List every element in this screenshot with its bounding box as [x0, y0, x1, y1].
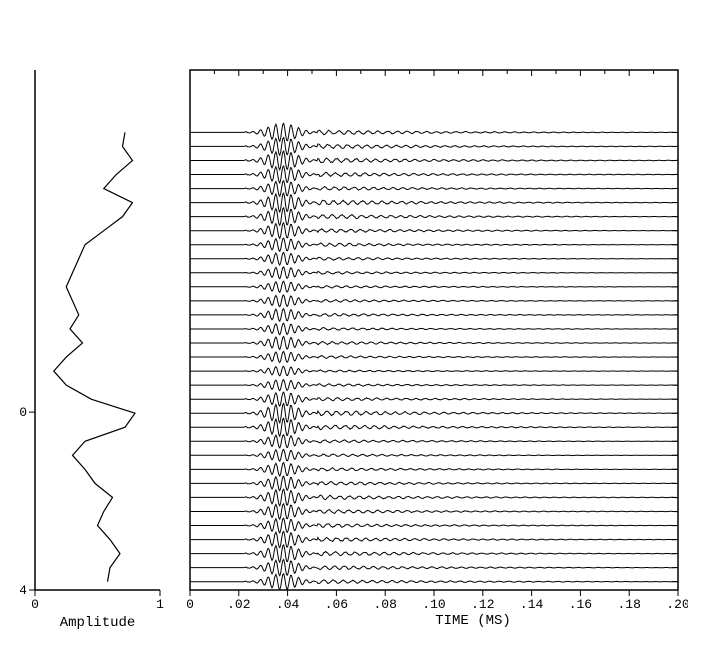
waveform-trace [190, 193, 678, 212]
waveform-trace [190, 504, 678, 520]
waveform-trace [190, 449, 678, 461]
wave-xtick-label: .02 [227, 597, 250, 612]
wave-xtick-label: .14 [520, 597, 544, 612]
wave-xtick-label: .16 [569, 597, 592, 612]
waveform-trace [190, 151, 678, 170]
figure-svg: -0.4 10 0 1 Amplitude 0 .02 .04 .06 .08 .10 .12 .14.… [20, 20, 688, 631]
waveform-trace [190, 337, 678, 350]
amplitude-profile [54, 132, 135, 581]
wave-xtick-label: .06 [325, 597, 348, 612]
waveform-trace [190, 518, 678, 533]
waveform-trace [190, 418, 678, 436]
waveform-trace [190, 238, 678, 251]
wave-xlabel: TIME (MS) [435, 613, 511, 629]
waveform-trace [190, 545, 678, 562]
waveform-trace [190, 123, 678, 141]
waveform-trace [190, 138, 678, 156]
waveform-trace [190, 392, 678, 406]
waveform-trace [190, 380, 678, 391]
waveform-trace [190, 323, 678, 335]
figure-root: -0.4 10 0 1 Amplitude 0 .02 .04 .06 .08 .10 .12 .14.… [20, 20, 688, 631]
amp-xtick-label: 0 [31, 597, 39, 612]
waveform-trace [190, 166, 678, 183]
waveform-trace [190, 574, 678, 590]
amp-xtick-label: 1 [156, 597, 164, 612]
waveform-trace [190, 309, 678, 322]
wave-xtick-label: .08 [373, 597, 396, 612]
waveform-trace [190, 404, 678, 423]
wave-xtick-label: 0 [186, 597, 194, 612]
wave-xtick-label: .20 [666, 597, 688, 612]
waveform-trace [190, 435, 678, 448]
waveform-trace [190, 208, 678, 226]
waveform-trace [190, 463, 678, 476]
waveform-trace [190, 267, 678, 279]
waveform-trace [190, 532, 678, 548]
wave-xtick-label: .18 [617, 597, 640, 612]
waveform-trace [190, 281, 678, 292]
waveform-trace [190, 352, 678, 363]
waveform-trace [190, 560, 678, 576]
waveform-trace [190, 223, 678, 239]
amp-ytick-label: 10 [20, 405, 27, 420]
waveform-trace [190, 295, 678, 307]
amp-xlabel: Amplitude [60, 615, 136, 631]
waveform-trace [190, 253, 678, 266]
waveform-trace [190, 476, 678, 490]
wave-xtick-label: .12 [471, 597, 494, 612]
wave-xtick-label: .04 [276, 597, 300, 612]
waveform-trace [190, 489, 678, 506]
amp-ytick-label: -0.4 [20, 583, 27, 598]
wave-xtick-label: .10 [422, 597, 445, 612]
waveform-trace [190, 366, 678, 376]
waveform-trace [190, 181, 678, 197]
